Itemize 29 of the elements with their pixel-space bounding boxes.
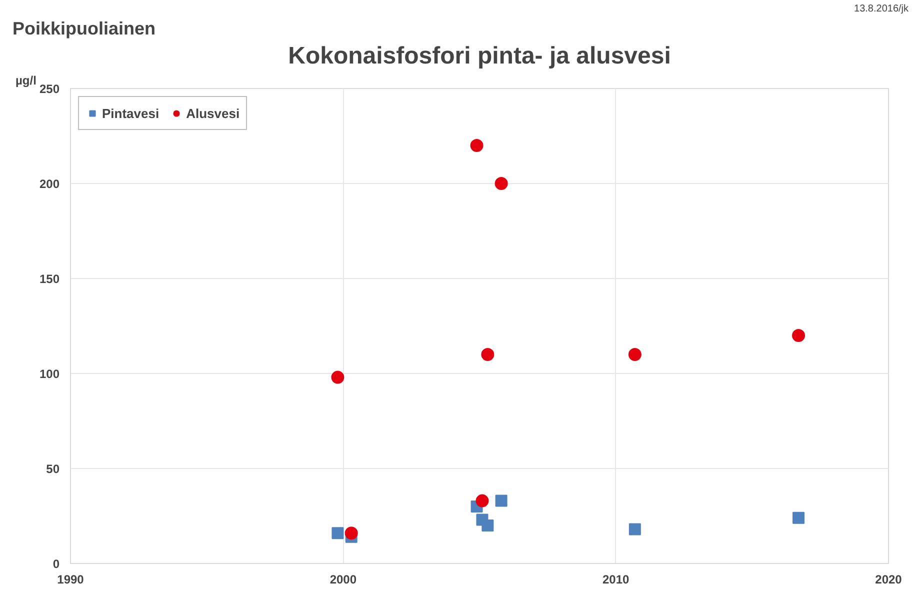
point bbox=[495, 494, 508, 507]
x-tick-label: 2000 bbox=[330, 572, 357, 586]
point bbox=[628, 348, 642, 361]
text: 13.8.2016/jk bbox=[854, 4, 910, 14]
y-tick-label: 50 bbox=[46, 462, 60, 476]
y-tick-label: 150 bbox=[39, 272, 60, 286]
point bbox=[344, 526, 358, 540]
point bbox=[628, 523, 641, 536]
legend-label: Pintavesi bbox=[102, 106, 160, 120]
x-tick-label: 2020 bbox=[875, 572, 902, 586]
y-axis-title: µg/l bbox=[16, 74, 36, 88]
point bbox=[482, 520, 494, 532]
point bbox=[470, 139, 484, 152]
point bbox=[792, 512, 805, 524]
x-tick-label: 1990 bbox=[57, 572, 84, 586]
point bbox=[331, 370, 344, 384]
y-tick-label: 0 bbox=[52, 557, 60, 571]
y-tick-label: 200 bbox=[39, 177, 60, 191]
x-tick-label: 2010 bbox=[602, 572, 630, 586]
chart-subtitle: Poikkipuoliainen bbox=[12, 18, 156, 38]
point bbox=[476, 494, 489, 508]
point bbox=[481, 348, 494, 361]
point bbox=[332, 527, 344, 540]
chart-title: Kokonaisfosfori pinta- ja alusvesi bbox=[288, 42, 671, 70]
y-tick-label: 250 bbox=[39, 82, 60, 96]
point bbox=[494, 177, 508, 190]
point bbox=[792, 329, 806, 342]
y-tick-label: 100 bbox=[39, 367, 60, 381]
legend-label: Alusvesi bbox=[186, 106, 240, 120]
